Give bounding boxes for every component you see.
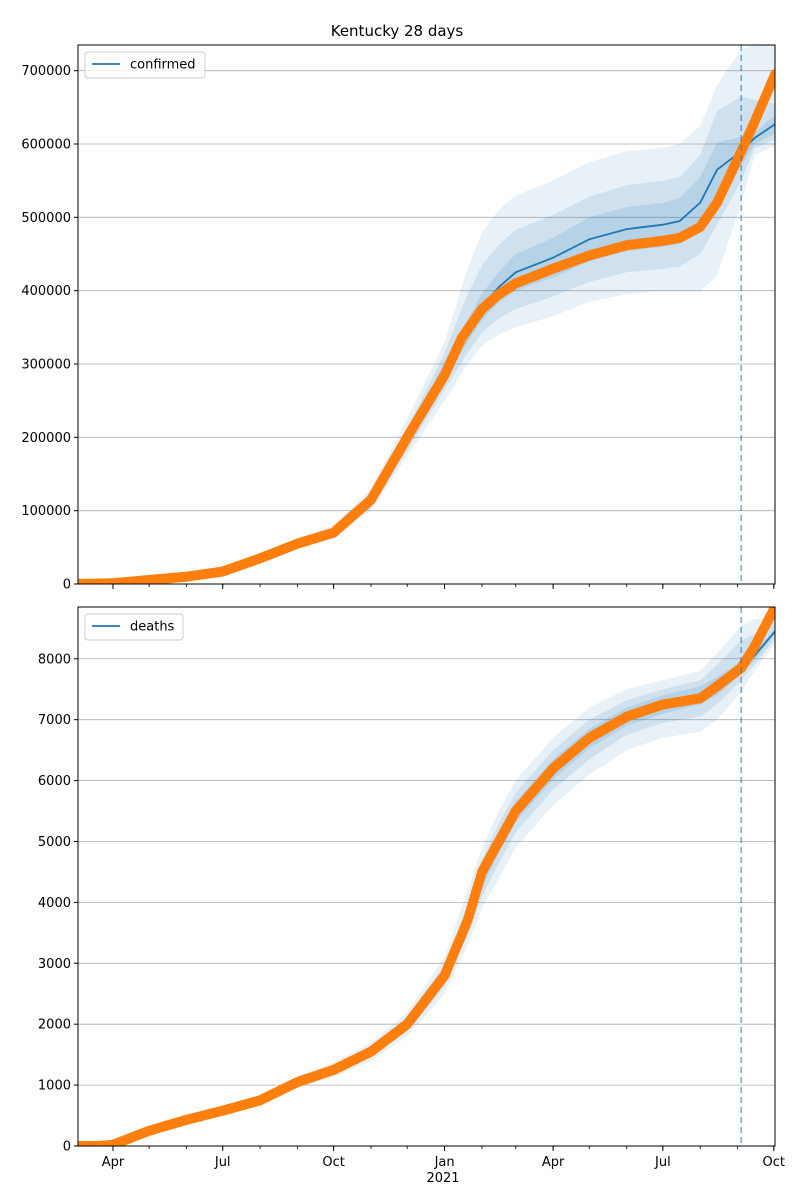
x-tick-label: Apr (102, 1155, 125, 1170)
legend-box (84, 51, 206, 79)
y-tick-label: 2000 (38, 1018, 71, 1033)
chart-title: Kentucky 28 days (331, 22, 464, 40)
confirmed-x-axis (112, 584, 775, 589)
deaths-y-axis: 0 1000 2000 3000 4000 5000 6000 7000 8000 (38, 652, 78, 1155)
y-tick-label: 8000 (38, 652, 71, 667)
x-tick-label: Oct (763, 1155, 785, 1170)
y-tick-label: 100000 (21, 504, 71, 519)
y-tick-label: 500000 (21, 211, 71, 226)
observed-point (770, 607, 775, 612)
deaths-panel: 0 1000 2000 3000 4000 5000 6000 7000 8000 Apr Jul… (38, 606, 785, 1170)
deaths-plot-frame (77, 606, 776, 1147)
legend-label-confirmed: confirmed (130, 58, 196, 73)
observed-point (770, 69, 775, 80)
y-tick-label: 300000 (21, 358, 71, 373)
y-tick-label: 5000 (38, 835, 71, 850)
y-tick-label: 0 (63, 578, 71, 593)
y-tick-label: 6000 (38, 774, 71, 789)
confidence-band (78, 616, 775, 1146)
x-tick-label: Apr (542, 1155, 565, 1170)
x-tick-label: Jan (434, 1155, 455, 1170)
confirmed-series (78, 69, 775, 584)
x-tick-label: Jul (214, 1155, 231, 1170)
confidence-band (78, 114, 775, 584)
y-tick-label: 700000 (21, 64, 71, 79)
y-tick-label: 7000 (38, 713, 71, 728)
confidence-band (78, 96, 775, 584)
deaths-legend: deaths (84, 613, 184, 641)
confirmed-legend: confirmed (84, 51, 206, 79)
observed-markers (78, 69, 775, 584)
y-tick-label: 200000 (21, 431, 71, 446)
confidence-band (78, 45, 775, 584)
y-tick-label: 4000 (38, 896, 71, 911)
y-tick-label: 0 (63, 1140, 71, 1155)
legend-box (84, 613, 184, 641)
y-tick-label: 1000 (38, 1079, 71, 1094)
confirmed-plot-frame (77, 44, 776, 585)
x-tick-label: Oct (322, 1155, 344, 1170)
y-tick-label: 400000 (21, 284, 71, 299)
x-tick-label: Jul (654, 1155, 671, 1170)
observed-markers (78, 607, 775, 1146)
deaths-y-gridlines (78, 658, 775, 1086)
deaths-forecast-bands (78, 616, 775, 1146)
legend-label-deaths: deaths (130, 620, 175, 635)
confirmed-forecast-bands (78, 45, 775, 584)
deaths-series (78, 607, 775, 1146)
confirmed-y-axis: 0 100000 200000 300000 400000 500000 600000 700… (21, 64, 78, 593)
confirmed-panel: 0 100000 200000 300000 400000 500000 600000 700… (21, 44, 776, 593)
x-axis-year-label: 2021 (426, 1171, 459, 1186)
y-tick-label: 600000 (21, 138, 71, 153)
deaths-x-axis: Apr Jul Oct Jan Apr Jul Oct (102, 1146, 785, 1170)
y-tick-label: 3000 (38, 957, 71, 972)
